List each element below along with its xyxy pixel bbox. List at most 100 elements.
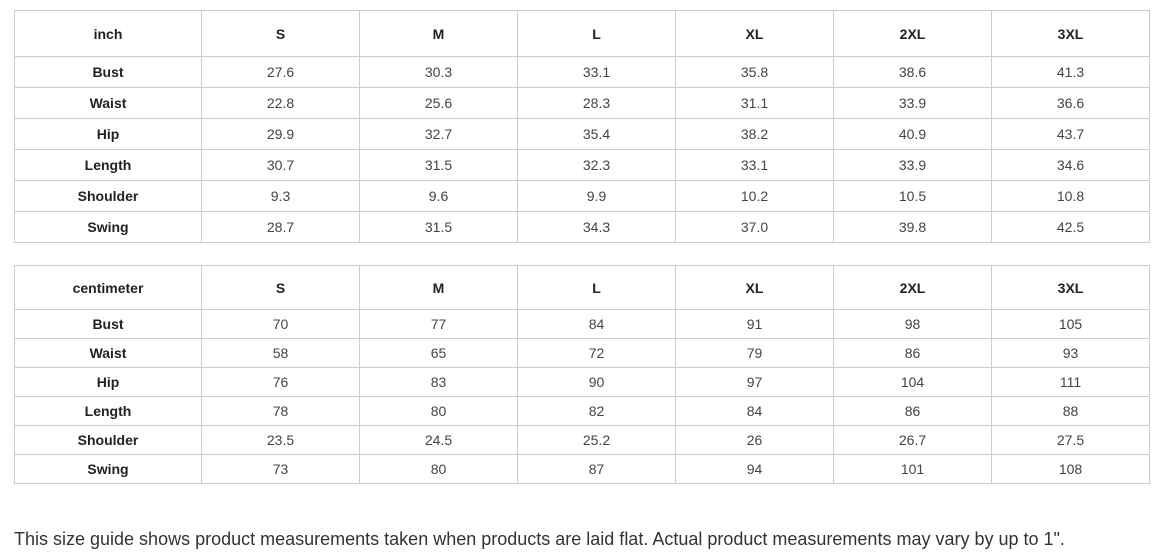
measurement-cell: 77 xyxy=(359,309,518,339)
centimeter-size-table: centimeter S M L XL 2XL 3XL Bust 70 77 84 91 98 105 Wa… xyxy=(14,265,1150,484)
table-row: Shoulder 9.3 9.6 9.9 10.2 10.5 10.8 xyxy=(14,180,1150,212)
measurement-cell: 70 xyxy=(201,309,360,339)
measurement-cell: 34.6 xyxy=(991,149,1150,181)
table-row: Bust 70 77 84 91 98 105 xyxy=(14,309,1150,339)
measurement-cell: 31.5 xyxy=(359,149,518,181)
measurement-cell: 40.9 xyxy=(833,118,992,150)
measurement-cell: 9.9 xyxy=(517,180,676,212)
measurement-cell: 80 xyxy=(359,454,518,484)
measurement-cell: 27.6 xyxy=(201,56,360,88)
size-header: S xyxy=(201,10,360,57)
size-header: M xyxy=(359,265,518,310)
measurement-cell: 80 xyxy=(359,396,518,426)
measurement-cell: 26 xyxy=(675,425,834,455)
table-row: Length 30.7 31.5 32.3 33.1 33.9 34.6 xyxy=(14,149,1150,181)
measurement-cell: 22.8 xyxy=(201,87,360,119)
measurement-cell: 28.7 xyxy=(201,211,360,243)
measurement-cell: 29.9 xyxy=(201,118,360,150)
measurement-cell: 26.7 xyxy=(833,425,992,455)
measurement-cell: 111 xyxy=(991,367,1150,397)
measurement-cell: 78 xyxy=(201,396,360,426)
measurement-cell: 91 xyxy=(675,309,834,339)
measurement-label: Bust xyxy=(14,309,202,339)
measurement-cell: 83 xyxy=(359,367,518,397)
measurement-cell: 86 xyxy=(833,338,992,368)
measurement-cell: 23.5 xyxy=(201,425,360,455)
measurement-cell: 65 xyxy=(359,338,518,368)
measurement-cell: 35.8 xyxy=(675,56,834,88)
measurement-cell: 101 xyxy=(833,454,992,484)
table-row: Length 78 80 82 84 86 88 xyxy=(14,396,1150,426)
measurement-cell: 27.5 xyxy=(991,425,1150,455)
size-header: 3XL xyxy=(991,10,1150,57)
measurement-cell: 79 xyxy=(675,338,834,368)
measurement-cell: 43.7 xyxy=(991,118,1150,150)
measurement-cell: 98 xyxy=(833,309,992,339)
table-row: Hip 76 83 90 97 104 111 xyxy=(14,367,1150,397)
measurement-cell: 108 xyxy=(991,454,1150,484)
table-row: Swing 73 80 87 94 101 108 xyxy=(14,454,1150,484)
measurement-cell: 33.1 xyxy=(675,149,834,181)
measurement-cell: 90 xyxy=(517,367,676,397)
size-header: 2XL xyxy=(833,265,992,310)
size-guide-note: This size guide shows product measuremen… xyxy=(14,529,1065,549)
measurement-cell: 76 xyxy=(201,367,360,397)
measurement-cell: 93 xyxy=(991,338,1150,368)
measurement-cell: 38.6 xyxy=(833,56,992,88)
measurement-cell: 25.2 xyxy=(517,425,676,455)
measurement-cell: 58 xyxy=(201,338,360,368)
measurement-cell: 28.3 xyxy=(517,87,676,119)
measurement-cell: 30.3 xyxy=(359,56,518,88)
measurement-cell: 10.2 xyxy=(675,180,834,212)
measurement-cell: 88 xyxy=(991,396,1150,426)
measurement-label: Waist xyxy=(14,87,202,119)
measurement-label: Shoulder xyxy=(14,180,202,212)
measurement-cell: 9.6 xyxy=(359,180,518,212)
size-header: 2XL xyxy=(833,10,992,57)
measurement-cell: 38.2 xyxy=(675,118,834,150)
size-header: M xyxy=(359,10,518,57)
measurement-cell: 82 xyxy=(517,396,676,426)
measurement-label: Hip xyxy=(14,367,202,397)
measurement-cell: 84 xyxy=(517,309,676,339)
measurement-cell: 32.3 xyxy=(517,149,676,181)
table-row: Bust 27.6 30.3 33.1 35.8 38.6 41.3 xyxy=(14,56,1150,88)
measurement-cell: 42.5 xyxy=(991,211,1150,243)
measurement-cell: 86 xyxy=(833,396,992,426)
measurement-label: Swing xyxy=(14,211,202,243)
table-row: Waist 22.8 25.6 28.3 31.1 33.9 36.6 xyxy=(14,87,1150,119)
measurement-cell: 32.7 xyxy=(359,118,518,150)
table-row: Swing 28.7 31.5 34.3 37.0 39.8 42.5 xyxy=(14,211,1150,243)
header-row: inch S M L XL 2XL 3XL xyxy=(14,10,1150,57)
measurement-cell: 33.9 xyxy=(833,149,992,181)
measurement-label: Bust xyxy=(14,56,202,88)
measurement-cell: 34.3 xyxy=(517,211,676,243)
measurement-cell: 72 xyxy=(517,338,676,368)
measurement-cell: 73 xyxy=(201,454,360,484)
measurement-cell: 9.3 xyxy=(201,180,360,212)
measurement-cell: 30.7 xyxy=(201,149,360,181)
measurement-cell: 39.8 xyxy=(833,211,992,243)
measurement-cell: 105 xyxy=(991,309,1150,339)
table-row: Waist 58 65 72 79 86 93 xyxy=(14,338,1150,368)
measurement-cell: 33.9 xyxy=(833,87,992,119)
measurement-label: Shoulder xyxy=(14,425,202,455)
measurement-cell: 104 xyxy=(833,367,992,397)
size-header: XL xyxy=(675,265,834,310)
measurement-cell: 33.1 xyxy=(517,56,676,88)
size-header: S xyxy=(201,265,360,310)
header-row: centimeter S M L XL 2XL 3XL xyxy=(14,265,1150,310)
inch-size-table: inch S M L XL 2XL 3XL Bust 27.6 30.3 33.1 35.8 38.6 4… xyxy=(14,10,1150,243)
table-row: Hip 29.9 32.7 35.4 38.2 40.9 43.7 xyxy=(14,118,1150,150)
measurement-cell: 94 xyxy=(675,454,834,484)
size-header: L xyxy=(517,10,676,57)
size-header: L xyxy=(517,265,676,310)
size-header: XL xyxy=(675,10,834,57)
measurement-cell: 84 xyxy=(675,396,834,426)
unit-header: inch xyxy=(14,10,202,57)
measurement-cell: 36.6 xyxy=(991,87,1150,119)
measurement-cell: 31.5 xyxy=(359,211,518,243)
measurement-label: Hip xyxy=(14,118,202,150)
measurement-label: Length xyxy=(14,149,202,181)
measurement-cell: 24.5 xyxy=(359,425,518,455)
